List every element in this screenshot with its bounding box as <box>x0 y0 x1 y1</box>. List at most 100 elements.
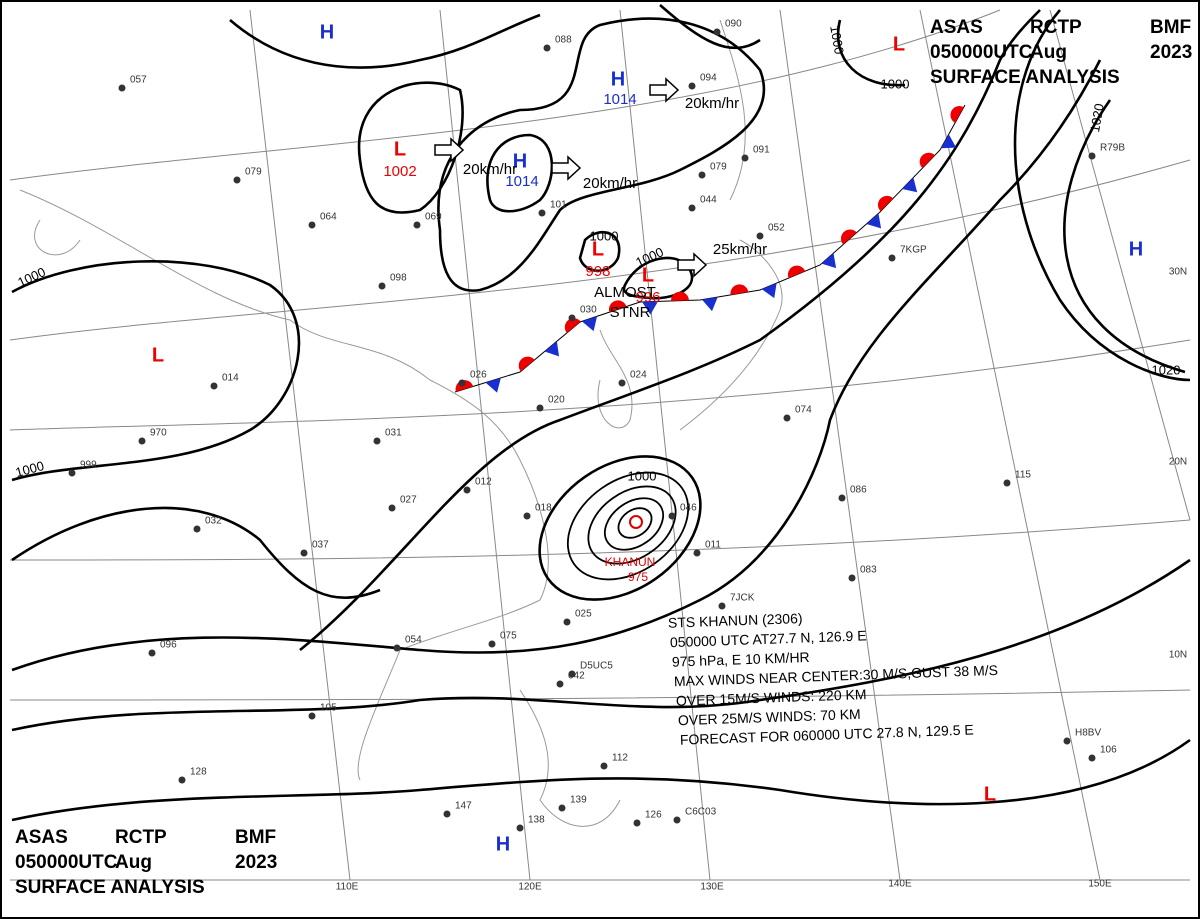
station-dot <box>210 382 218 390</box>
station-label: 027 <box>400 495 417 506</box>
station-label: 031 <box>385 428 402 439</box>
warm-symbol <box>877 195 894 212</box>
station-dot <box>1003 479 1011 487</box>
station-dot <box>543 44 551 52</box>
station-label: 139 <box>570 795 587 806</box>
station-dot <box>618 379 626 387</box>
cold-symbol <box>761 283 777 299</box>
station-label: 128 <box>190 767 207 778</box>
station-label: 079 <box>245 167 262 178</box>
typhoon-pressure: 975 <box>628 570 648 584</box>
motion-arrow <box>649 77 680 103</box>
center-symbol: L <box>152 344 164 366</box>
station-dot <box>300 549 308 557</box>
station-dot <box>463 486 471 494</box>
header-text: SURFACE ANALYSIS <box>15 877 205 898</box>
warm-symbol <box>564 318 581 333</box>
station-label: 7KGP <box>900 245 927 256</box>
station-label: 026 <box>470 370 487 381</box>
station-label: 020 <box>548 395 565 406</box>
header-text: Aug <box>115 852 152 873</box>
station-dot <box>458 379 466 387</box>
motion-label: 20km/hr <box>463 161 517 178</box>
station-dot <box>713 28 721 36</box>
station-label: 138 <box>528 815 545 826</box>
center-pressure: 998 <box>585 263 610 280</box>
center-pressure: 996 <box>635 289 660 306</box>
station-dot <box>741 154 749 162</box>
header-text: 050000UTC <box>15 852 118 873</box>
station-label: 011 <box>705 540 721 551</box>
cold-symbol <box>866 213 882 229</box>
station-label: 970 <box>150 428 167 439</box>
header-text: RCTP <box>1030 17 1082 38</box>
station-dot <box>600 762 608 770</box>
station-dot <box>536 404 544 412</box>
station-label: 091 <box>753 145 770 156</box>
header-text: 050000UTC <box>930 42 1033 63</box>
motion-label: 20km/hr <box>583 175 637 192</box>
station-dot <box>718 602 726 610</box>
cold-symbol <box>701 297 718 312</box>
station-label: 075 <box>500 631 517 642</box>
station-label: 046 <box>680 503 697 514</box>
warm-symbol <box>518 356 535 372</box>
station-label: 999 <box>80 460 97 471</box>
typhoon-name: KHANUN <box>605 555 656 569</box>
station-label: 024 <box>630 370 647 381</box>
station-dot <box>563 618 571 626</box>
longitude-label: 130E <box>700 882 724 893</box>
station-dot <box>538 209 546 217</box>
isobar-label: 1000 <box>827 24 847 55</box>
cold-symbol <box>485 377 501 393</box>
warm-symbol <box>670 291 689 301</box>
station-label: 044 <box>700 195 717 206</box>
station-dot <box>838 494 846 502</box>
station-label: 094 <box>700 73 717 84</box>
cold-symbol <box>581 316 598 332</box>
header-text: RCTP <box>115 827 167 848</box>
station-dot <box>373 437 381 445</box>
station-dot <box>138 437 146 445</box>
station-dot <box>516 824 524 832</box>
cold-symbol <box>902 177 918 193</box>
typhoon-info-line: STS KHANUN (2306) <box>668 610 803 631</box>
front-label: STNR <box>610 304 651 321</box>
station-dot <box>568 670 576 678</box>
station-dot <box>688 82 696 90</box>
station-label: 052 <box>768 223 785 234</box>
motion-label: 25km/hr <box>713 241 767 258</box>
center-symbol: H <box>320 21 334 43</box>
station-dot <box>118 84 126 92</box>
isobar-label: 1020 <box>1152 362 1181 377</box>
isobar-label: 1000 <box>881 76 910 91</box>
station-dot <box>556 680 564 688</box>
stationary-front <box>454 104 966 393</box>
cold-symbol <box>940 134 957 149</box>
isobar-label: 1000 <box>14 458 46 480</box>
station-dot <box>688 204 696 212</box>
header-text: BMF <box>1150 17 1191 38</box>
station-label: 014 <box>222 373 239 384</box>
station-dot <box>413 221 421 229</box>
station-dot <box>378 282 386 290</box>
warm-symbol <box>730 284 749 295</box>
header-text: SURFACE ANALYSIS <box>930 67 1120 88</box>
station-label: 057 <box>130 75 147 86</box>
header-text: 2023 <box>235 852 277 873</box>
station-label: D5UC5 <box>580 661 613 672</box>
typhoon-info-line: OVER 15M/S WINDS: 220 KM <box>676 686 867 709</box>
longitude-label: 150E <box>1088 879 1112 890</box>
station-label: 105 <box>320 703 337 714</box>
isobar-label: 1020 <box>1087 102 1107 133</box>
station-label: 018 <box>535 503 552 514</box>
station-dot <box>523 512 531 520</box>
station-dot <box>178 776 186 784</box>
header-text: Aug <box>1030 42 1067 63</box>
cold-symbol <box>544 341 560 357</box>
station-label: 083 <box>860 565 877 576</box>
station-label: 098 <box>390 273 407 284</box>
station-label: 147 <box>455 801 472 812</box>
